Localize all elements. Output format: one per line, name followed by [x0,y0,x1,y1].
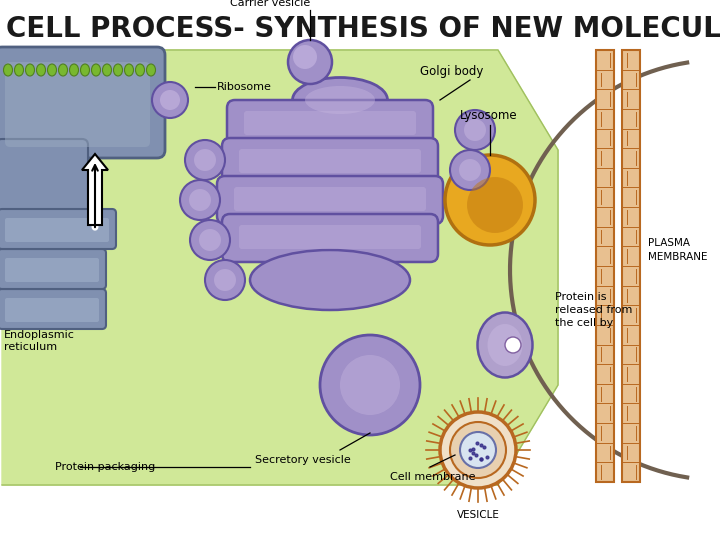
Circle shape [450,422,506,478]
Bar [596,50,614,482]
Text: Secretory vesicle: Secretory vesicle [255,455,351,465]
Ellipse shape [487,324,523,366]
Circle shape [450,150,490,190]
Circle shape [467,177,523,233]
Text: PLASMA
MEMBRANE: PLASMA MEMBRANE [648,238,708,261]
Text: Protein packaging: Protein packaging [55,462,156,472]
FancyBboxPatch shape [234,187,426,211]
Circle shape [340,355,400,415]
FancyBboxPatch shape [0,209,116,249]
Ellipse shape [305,86,375,114]
Text: CELL PROCESS- SYNTHESIS OF NEW MOLECULES: CELL PROCESS- SYNTHESIS OF NEW MOLECULES [6,15,720,43]
Circle shape [205,260,245,300]
Circle shape [459,159,481,181]
Ellipse shape [14,64,24,76]
Circle shape [460,432,496,468]
Ellipse shape [477,313,533,377]
FancyBboxPatch shape [0,139,88,246]
Ellipse shape [81,64,89,76]
Circle shape [445,155,535,245]
Circle shape [464,119,486,141]
Circle shape [455,110,495,150]
Ellipse shape [58,64,68,76]
Circle shape [185,140,225,180]
Text: Ribosome: Ribosome [217,82,272,92]
Circle shape [293,45,317,69]
FancyBboxPatch shape [5,258,99,282]
Circle shape [152,82,188,118]
FancyBboxPatch shape [217,176,443,224]
Ellipse shape [25,64,35,76]
FancyBboxPatch shape [5,298,99,322]
Ellipse shape [48,64,56,76]
Circle shape [194,149,216,171]
Ellipse shape [292,78,387,123]
Circle shape [214,269,236,291]
FancyBboxPatch shape [227,100,433,148]
Text: VESICLE: VESICLE [456,510,500,520]
Ellipse shape [70,64,78,76]
FancyBboxPatch shape [0,47,165,158]
Ellipse shape [250,250,410,310]
Text: Golgi body: Golgi body [420,65,483,78]
Text: Carrier vesicle: Carrier vesicle [230,0,310,8]
FancyBboxPatch shape [239,149,421,173]
Circle shape [440,412,516,488]
Circle shape [288,40,332,84]
Text: Lysosome: Lysosome [460,109,518,122]
Ellipse shape [4,64,12,76]
Ellipse shape [37,64,45,76]
FancyBboxPatch shape [5,218,109,242]
Polygon shape [2,50,558,485]
Ellipse shape [91,64,101,76]
FancyBboxPatch shape [0,289,106,329]
Circle shape [320,335,420,435]
Circle shape [190,220,230,260]
Ellipse shape [135,64,145,76]
FancyBboxPatch shape [5,62,150,147]
FancyBboxPatch shape [222,138,438,186]
Bar [622,50,640,482]
Circle shape [189,189,211,211]
FancyBboxPatch shape [244,111,416,135]
Circle shape [505,337,521,353]
Circle shape [160,90,180,110]
FancyBboxPatch shape [0,249,106,289]
FancyBboxPatch shape [222,214,438,262]
Ellipse shape [114,64,122,76]
Text: Cell membrane: Cell membrane [390,472,475,482]
Circle shape [199,229,221,251]
Ellipse shape [125,64,133,76]
Text: Protein is
released from
the cell by: Protein is released from the cell by [555,292,632,328]
Ellipse shape [102,64,112,76]
Ellipse shape [146,64,156,76]
FancyBboxPatch shape [239,225,421,249]
Circle shape [180,180,220,220]
Text: Endoplasmic
reticulum: Endoplasmic reticulum [4,330,75,353]
FancyArrow shape [82,154,108,225]
